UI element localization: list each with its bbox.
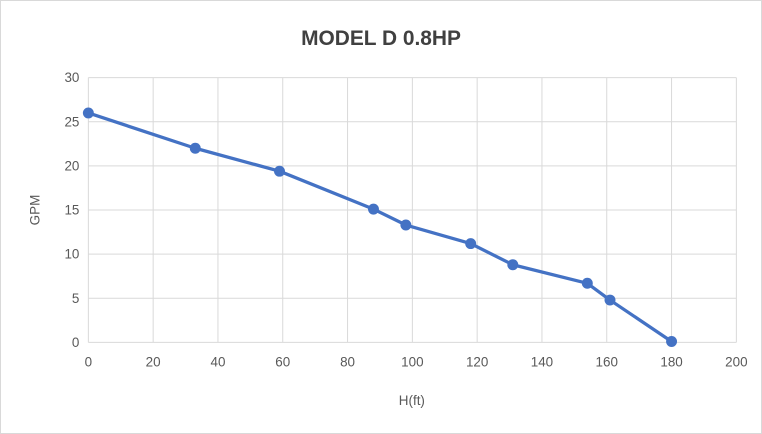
y-tick-label: 10 [64,247,79,262]
chart-title: MODEL D 0.8HP [301,27,461,50]
data-point-marker [604,294,616,306]
data-point-marker [189,142,201,154]
y-tick-label: 25 [64,114,79,129]
data-point-marker [507,259,519,271]
series-line [86,111,674,344]
x-tick-label: 0 [85,354,92,369]
x-tick-label: 200 [725,354,747,369]
data-point-marker [368,203,379,215]
data-point-marker [400,219,412,231]
y-tick-label: 30 [64,70,79,85]
x-tick-label: 140 [531,354,553,369]
x-axis-title: H(ft) [399,393,425,408]
x-tick-label: 80 [340,354,355,369]
gridlines [87,77,737,343]
y-tick-label: 5 [72,291,79,306]
x-tick-label: 40 [210,354,225,369]
data-point-marker [666,336,678,348]
data-point-marker [274,165,285,177]
axis-tick-labels: 0 20 40 60 80 100 120 140 160 180 200 0 5 10 15 20 25 30 [64,70,747,369]
x-tick-label: 160 [596,354,618,369]
data-point-marker [82,107,94,119]
y-tick-label: 15 [64,203,79,218]
data-point-marker [581,277,593,289]
x-tick-label: 180 [660,354,682,369]
x-tick-label: 120 [466,354,488,369]
data-series [82,107,678,348]
y-tick-label: 0 [72,335,79,350]
y-tick-label: 20 [64,158,79,173]
y-axis-title: GPM [28,195,43,226]
x-tick-label: 100 [401,354,423,369]
x-tick-label: 60 [275,354,290,369]
data-point-marker [465,238,477,250]
x-tick-label: 20 [146,354,161,369]
